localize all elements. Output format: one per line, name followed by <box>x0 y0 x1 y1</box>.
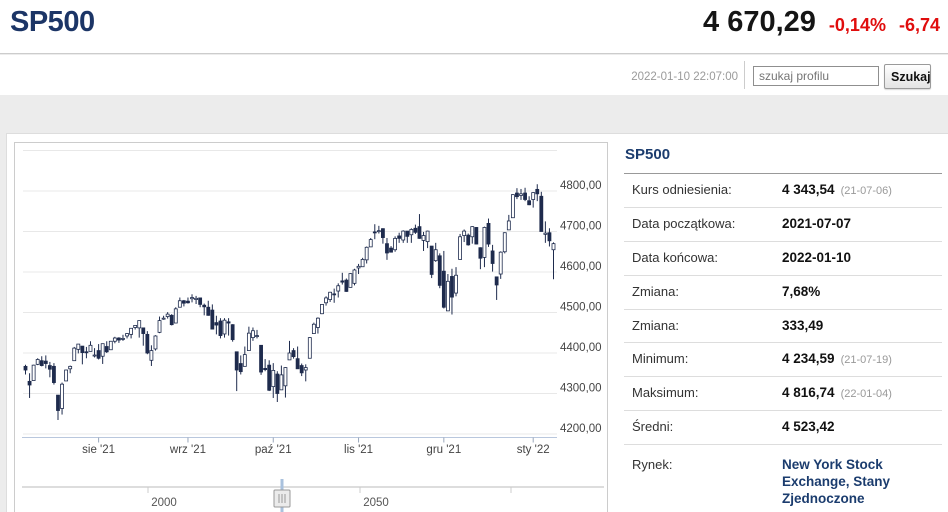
svg-text:paź '21: paź '21 <box>255 444 292 456</box>
panel-title: SP500 <box>625 146 671 163</box>
svg-text:4200,00: 4200,00 <box>560 423 602 435</box>
svg-text:lis '21: lis '21 <box>344 444 373 456</box>
stat-row-average: Średni: 4 523,42 <box>624 411 942 445</box>
svg-text:gru '21: gru '21 <box>426 444 461 456</box>
stat-row-start-date: Data początkowa: 2021-07-07 <box>624 208 942 242</box>
stat-row-change-percent: Zmiana: 7,68% <box>624 276 942 310</box>
quote-values: 4 670,29 -0,14% -6,74 <box>703 6 940 39</box>
content-card: 4200,00 4300,00 4400,00 4500,00 4600,00 4700,… <box>6 133 948 512</box>
svg-text:sty '22: sty '22 <box>517 444 550 456</box>
panel-divider <box>624 173 942 174</box>
svg-text:sie '21: sie '21 <box>82 444 115 456</box>
stat-row-reference-price: Kurs odniesienia: 4 343,54 (21-07-06) <box>624 174 942 208</box>
quote-header: SP500 4 670,29 -0,14% -6,74 <box>0 0 948 54</box>
stats-panel: SP500 Kurs odniesienia: 4 343,54 (21-07-0… <box>624 146 942 512</box>
change-absolute: -6,74 <box>898 15 940 35</box>
search-button[interactable]: Szukaj <box>884 64 931 89</box>
last-price: 4 670,29 <box>703 6 816 38</box>
stat-row-maximum: Maksimum: 4 816,74 (22-01-04) <box>624 377 942 412</box>
change-percent: -0,14% <box>828 15 886 35</box>
navigator-grip[interactable] <box>273 479 291 512</box>
toolbar: 2022-01-10 22:07:00 Szukaj <box>0 55 948 95</box>
candlestick-chart: 4200,00 4300,00 4400,00 4500,00 4600,00 4700,… <box>22 150 604 512</box>
svg-text:4500,00: 4500,00 <box>560 302 602 314</box>
stat-row-market: Rynek: New York Stock Exchange, Stany Zj… <box>624 445 942 512</box>
instrument-symbol: SP500 <box>10 6 95 38</box>
svg-text:4400,00: 4400,00 <box>560 342 602 354</box>
svg-text:wrz '21: wrz '21 <box>169 444 206 456</box>
stat-row-end-date: Data końcowa: 2022-01-10 <box>624 242 942 276</box>
toolbar-divider <box>744 61 745 89</box>
stat-row-change-absolute: Zmiana: 333,49 <box>624 310 942 344</box>
stat-row-minimum: Minimum: 4 234,59 (21-07-19) <box>624 343 942 378</box>
svg-text:4600,00: 4600,00 <box>560 261 602 273</box>
price-chart-box: 4200,00 4300,00 4400,00 4500,00 4600,00 4700,… <box>14 142 608 512</box>
svg-text:4300,00: 4300,00 <box>560 383 602 395</box>
svg-text:4700,00: 4700,00 <box>560 221 602 233</box>
market-link[interactable]: New York Stock Exchange, Stany Zjednoczo… <box>782 457 891 506</box>
quote-timestamp: 2022-01-10 22:07:00 <box>631 71 738 83</box>
svg-text:2000: 2000 <box>151 497 177 509</box>
svg-text:2050: 2050 <box>363 497 389 509</box>
svg-text:4800,00: 4800,00 <box>560 180 602 192</box>
search-input[interactable] <box>753 66 879 86</box>
